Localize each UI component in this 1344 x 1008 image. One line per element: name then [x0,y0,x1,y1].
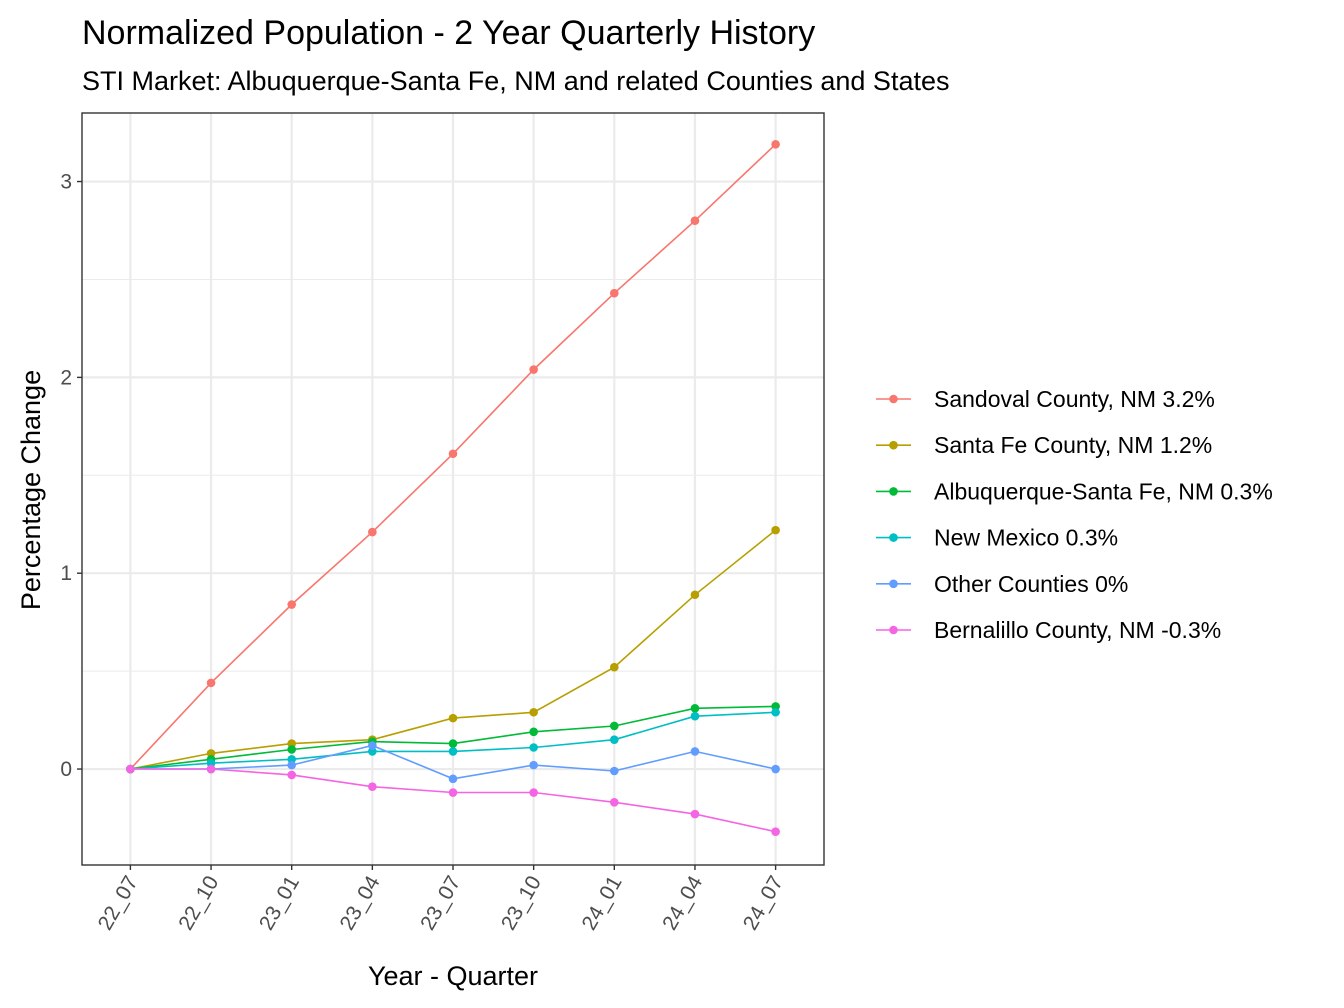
data-point [287,770,296,780]
data-point [206,749,216,758]
data-point [206,758,216,768]
data-point [610,766,619,776]
data-point [448,449,458,459]
data-point [690,704,700,713]
legend-key-point [889,487,898,496]
data-point [771,764,780,774]
x-tick-label: 23_01 [255,872,304,934]
data-point [529,743,538,752]
series-points [126,140,780,837]
data-point [287,745,296,754]
data-point [610,735,619,744]
data-point [610,798,619,807]
y-axis-title: Percentage Change [16,370,46,610]
legend-key-point [889,440,898,450]
legend-label: New Mexico 0.3% [934,525,1118,551]
x-tick-label: 24_04 [658,872,707,934]
data-point [529,788,538,797]
x-tick-label: 24_07 [739,872,788,934]
data-point [690,747,700,756]
x-tick-label: 23_10 [497,872,546,934]
y-axis: 0 1 2 3 [60,171,82,781]
data-point [690,216,700,226]
data-point [771,525,780,535]
legend-label: Other Counties 0% [934,571,1128,597]
x-tick-label: 22_07 [94,872,143,934]
data-point [771,140,780,149]
data-point [610,662,619,672]
data-point [287,760,296,770]
legend-key-point [889,394,898,404]
data-point [610,721,619,731]
legend-key-point [889,625,898,635]
legend-label: Santa Fe County, NM 1.2% [934,432,1212,458]
data-point [529,727,538,737]
data-point [771,707,780,717]
data-point [529,707,538,717]
data-point [771,827,780,837]
chart-subtitle: STI Market: Albuquerque-Santa Fe, NM and… [82,66,949,96]
data-point [448,774,458,784]
data-point [126,764,135,774]
data-point [690,590,700,600]
data-point [448,739,458,748]
data-point [368,741,377,750]
chart-title: Normalized Population - 2 Year Quarterly… [82,14,815,52]
legend-label: Sandoval County, NM 3.2% [934,386,1215,412]
y-tick-label: 2 [60,366,72,389]
x-tick-label: 22_10 [174,872,223,934]
x-tick-label: 23_07 [416,872,465,934]
legend: Sandoval County, NM 3.2% Santa Fe County,… [876,386,1273,643]
legend-label: Bernalillo County, NM -0.3% [934,617,1221,643]
y-tick-label: 0 [60,758,72,781]
data-point [610,288,619,298]
data-point [690,711,700,721]
data-point [206,678,216,688]
data-point [448,788,458,797]
data-point [690,809,700,819]
data-point [206,764,216,774]
data-point [368,747,377,756]
x-tick-label: 24_01 [578,872,627,934]
data-point [771,702,780,711]
y-tick-label: 1 [60,562,72,585]
data-point [368,782,377,791]
x-axis-title: Year - Quarter [368,961,538,991]
data-point [448,713,458,723]
data-point [529,365,538,374]
data-point [287,754,296,764]
legend-key-point [889,579,898,589]
x-axis: 22_07 22_10 23_01 23_04 23_07 23_10 24_01 24_04… [94,865,788,934]
y-tick-label: 3 [60,171,72,194]
data-point [368,527,377,537]
legend-label: Albuquerque-Santa Fe, NM 0.3% [934,478,1273,504]
data-point [448,747,458,756]
x-tick-label: 23_04 [336,872,385,934]
data-point [287,600,296,609]
data-point [287,739,296,748]
legend-key-point [889,533,898,542]
data-point [529,760,538,770]
